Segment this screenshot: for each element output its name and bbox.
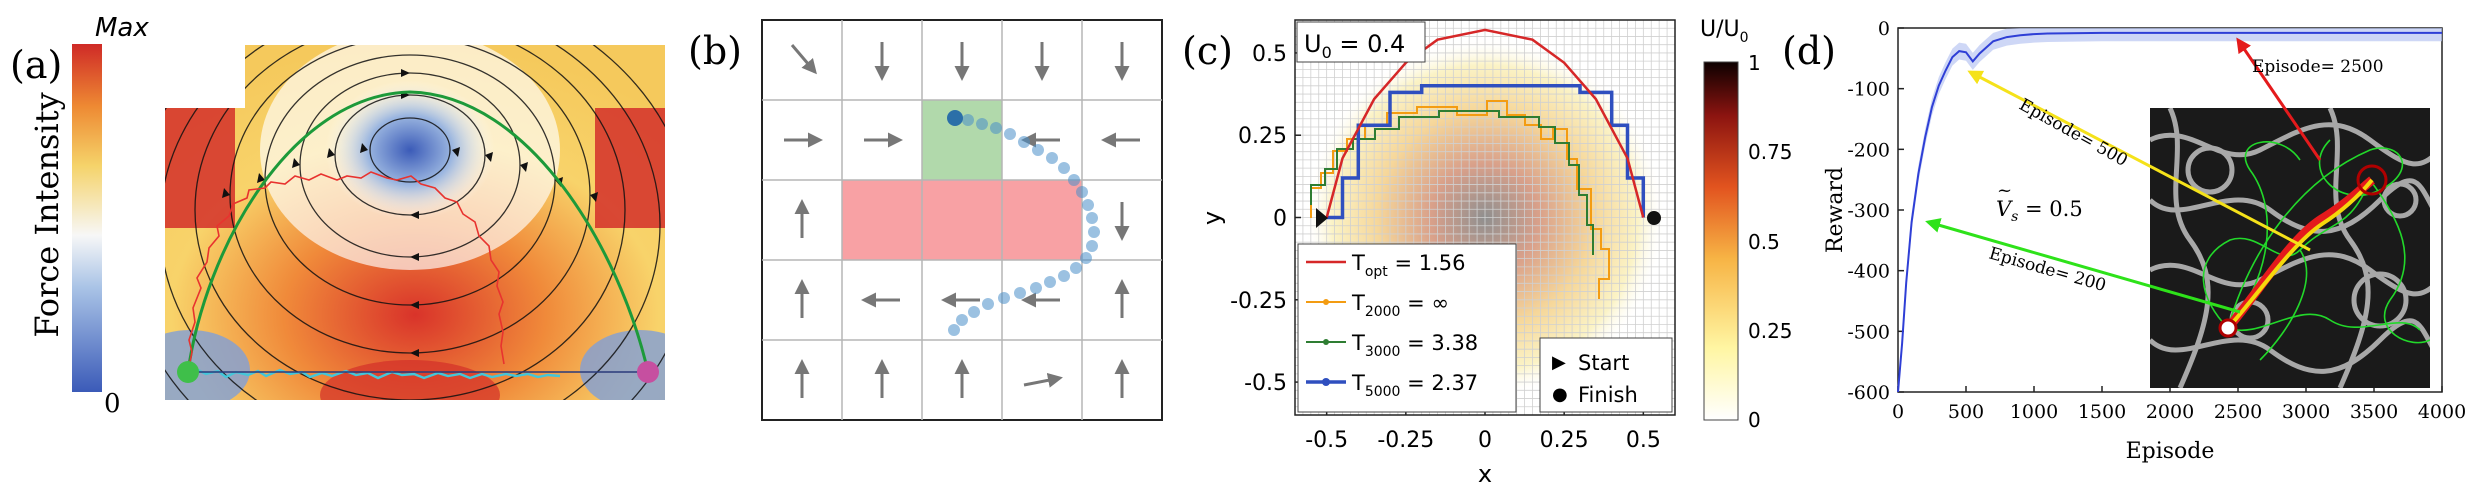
panel-a-colorbar-max: Max xyxy=(95,13,149,43)
panel-c-colorbar-tick: 0 xyxy=(1748,408,1761,432)
panel-c-ticks: -0.5 -0.25 0 0.25 0.5 0.5 0.25 0 -0.25 -0.5 xyxy=(1230,42,1661,453)
panel-b-obstacle xyxy=(842,180,1082,260)
panel-d-ticks: 0 500 1000 1500 2000 2500 3000 3500 4000 0 -100 -20… xyxy=(1847,18,2466,423)
panel-b-goal-cell xyxy=(922,100,1002,180)
panel-c-ytick-label: -0.5 xyxy=(1244,371,1287,396)
panel-d-ytick-label: -400 xyxy=(1847,261,1890,283)
panel-c: (c) -0.5 -0.25 0 0.25 0.5 0.5 0.25 0 -0.25 -0.5 x… xyxy=(1182,17,1793,488)
panel-a-start-marker xyxy=(177,361,199,383)
panel-c-ylabel: y xyxy=(1198,211,1226,225)
panel-a-label: (a) xyxy=(10,43,62,87)
panel-d-annotation-2500: Episode= 2500 xyxy=(2252,57,2384,77)
panel-c-xtick-label: 0 xyxy=(1478,428,1492,453)
panel-d-arrow-500 xyxy=(1967,70,2311,252)
panel-c-legend-item: T2000 = ∞ xyxy=(1306,291,1449,320)
panel-b-label: (b) xyxy=(688,29,742,73)
panel-d-xtick-label: 2500 xyxy=(2214,401,2262,423)
panel-d-xlabel: Episode xyxy=(2126,439,2215,464)
panel-c-finish-legend-label: Finish xyxy=(1578,383,1638,407)
panel-d: (d) 0 500 1000 1500 2000 2500 3000 3500 4000 0 -10… xyxy=(1782,18,2466,464)
panel-b: (b) xyxy=(688,19,1163,421)
panel-d-xtick-label: 0 xyxy=(1892,401,1904,423)
panel-d-xtick-label: 1500 xyxy=(2078,401,2126,423)
panel-c-xtick-label: 0.25 xyxy=(1540,428,1589,453)
panel-d-xtick-label: 1000 xyxy=(2010,401,2058,423)
panel-c-xtick-label: -0.25 xyxy=(1377,428,1434,453)
panel-d-reward-band xyxy=(1898,28,2442,392)
panel-d-ytick-label: -300 xyxy=(1847,200,1890,222)
panel-d-ytick-label: -100 xyxy=(1847,79,1890,101)
panel-d-xtick-label: 500 xyxy=(1948,401,1984,423)
panel-d-label: (d) xyxy=(1782,29,1836,73)
panel-d-vs-tilde: ~ xyxy=(1997,180,2012,201)
panel-c-colorbar xyxy=(1703,61,1739,421)
panel-d-vs-annotation: Vs = 0.5 xyxy=(1996,197,2083,225)
panel-c-start-legend-marker: ▶ xyxy=(1552,352,1566,373)
panel-c-label: (c) xyxy=(1182,29,1233,73)
panel-c-legend-item: T3000 = 3.38 xyxy=(1306,331,1478,360)
panel-c-annotation: U0 = 0.4 xyxy=(1304,30,1405,62)
panel-c-ytick-label: 0.25 xyxy=(1238,124,1287,149)
panel-c-colorbar-title: U/U0 xyxy=(1700,17,1749,46)
panel-d-arrow-200 xyxy=(1925,218,2241,314)
panel-d-xtick-label: 3000 xyxy=(2282,401,2330,423)
panel-d-xtick-label: 4000 xyxy=(2418,401,2466,423)
panel-c-ytick-label: 0 xyxy=(1273,207,1287,232)
panel-b-trajectory xyxy=(948,112,1100,336)
panel-c-traj-3000 xyxy=(1310,110,1594,255)
panel-d-inset xyxy=(2150,108,2430,388)
panel-c-ytick-label: 0.5 xyxy=(1252,42,1287,67)
svg-text:T5000 = 2.37: T5000 = 2.37 xyxy=(1351,371,1478,400)
panel-c-legend-item: Topt = 1.56 xyxy=(1306,251,1466,280)
panel-c-traj-5000 xyxy=(1326,84,1646,220)
panel-d-ytick-label: 0 xyxy=(1878,18,1890,40)
panel-d-xtick-label: 2000 xyxy=(2146,401,2194,423)
panel-d-xtick-label: 3500 xyxy=(2350,401,2398,423)
panel-c-start-legend-label: Start xyxy=(1578,351,1629,375)
panel-d-reward-line xyxy=(1897,31,2442,393)
svg-text:Topt = 1.56: Topt = 1.56 xyxy=(1351,251,1466,280)
svg-text:T3000 = 3.38: T3000 = 3.38 xyxy=(1351,331,1478,360)
panel-c-xlabel: x xyxy=(1478,460,1492,488)
panel-a-colorbar-title: Force Intensity xyxy=(28,92,66,337)
panel-a-colorbar-min: 0 xyxy=(104,389,121,419)
panel-a-field xyxy=(165,45,665,400)
panel-c-xtick-label: -0.5 xyxy=(1305,428,1348,453)
panel-c-legend-markers xyxy=(1539,337,1673,413)
panel-c-ytick-label: -0.25 xyxy=(1230,289,1287,314)
panel-c-legend-item: T5000 = 2.37 xyxy=(1306,371,1478,400)
panel-c-finish-legend-marker: ● xyxy=(1552,384,1568,405)
panel-d-ytick-label: -600 xyxy=(1847,382,1890,404)
panel-c-finish-marker xyxy=(1647,211,1661,225)
panel-c-colorbar-tick: 0.75 xyxy=(1748,140,1793,164)
panel-a-colorbar xyxy=(72,44,102,392)
panel-b-agent xyxy=(947,110,963,126)
panel-d-arrow-2500 xyxy=(2236,37,2322,161)
panel-c-traj-opt xyxy=(1325,28,1645,218)
panel-d-ytick-label: -200 xyxy=(1847,139,1890,161)
panel-c-start-marker xyxy=(1316,208,1328,228)
svg-text:T2000 = ∞: T2000 = ∞ xyxy=(1351,291,1449,320)
panel-c-colorbar-tick: 0.25 xyxy=(1748,319,1793,343)
panel-a: (a) Max 0 Force Intensity xyxy=(10,13,665,419)
panel-c-xtick-label: 0.5 xyxy=(1626,428,1661,453)
panel-d-ylabel: Reward xyxy=(1823,167,1848,253)
panel-d-ytick-label: -500 xyxy=(1847,321,1890,343)
panel-c-legend xyxy=(1297,243,1517,413)
panel-c-colorbar-tick: 0.5 xyxy=(1748,230,1780,254)
panel-c-colorbar-tick: 1 xyxy=(1748,51,1761,75)
panel-b-policy-arrows xyxy=(784,42,1140,398)
panel-a-finish-marker xyxy=(637,361,659,383)
